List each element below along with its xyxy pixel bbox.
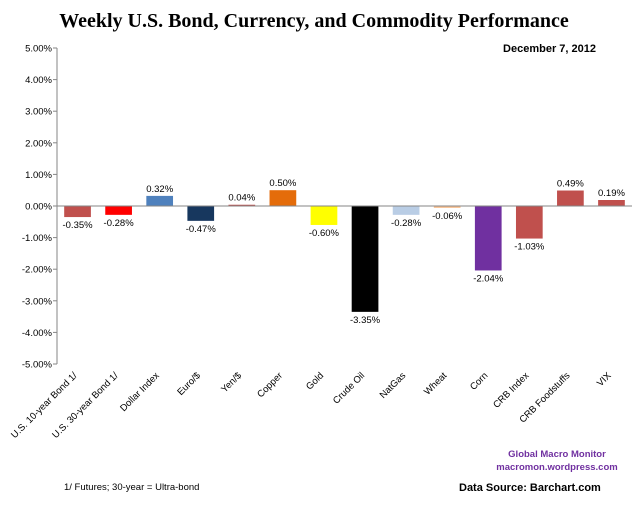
data-label: -0.28% [104, 218, 135, 229]
data-label: 0.50% [269, 178, 296, 189]
bar [187, 206, 215, 221]
y-tick-label: -3.00% [22, 296, 53, 307]
x-tick-label: NatGas [378, 370, 409, 401]
data-label: -0.47% [186, 224, 217, 235]
y-tick-label: -4.00% [22, 328, 53, 339]
chart-date: December 7, 2012 [503, 43, 596, 55]
data-label: -3.35% [350, 315, 381, 326]
plot-area: 5.00% 4.00% 3.00% 2.00% 1.00% 0.00% -1.00% -2.0… [9, 44, 632, 441]
bar [598, 200, 625, 206]
bar [392, 206, 420, 215]
footnote: 1/ Futures; 30-year = Ultra-bond [64, 482, 199, 493]
data-label: 0.04% [228, 193, 255, 204]
x-tick-label: CRB Index [491, 370, 531, 410]
x-tick-label: VIX [595, 370, 614, 389]
x-tick-label: Corn [468, 370, 490, 392]
bar [474, 206, 502, 271]
x-tick-label: Copper [255, 370, 285, 400]
x-tick-label: Wheat [422, 370, 449, 397]
credit-line-1: Global Macro Monitor [508, 449, 606, 460]
data-label: -1.03% [514, 242, 545, 253]
bar [105, 206, 132, 215]
data-label: -0.60% [309, 228, 340, 239]
y-tick-label: -5.00% [22, 360, 53, 371]
bar [515, 206, 543, 239]
x-tick-label: Yen/$ [219, 370, 244, 395]
data-label: 0.19% [598, 188, 625, 199]
data-label: -0.28% [391, 218, 422, 229]
data-label: 0.32% [146, 184, 173, 195]
y-tick-label: -1.00% [22, 233, 53, 244]
y-tick-label: 5.00% [25, 44, 52, 55]
y-tick-label: -2.00% [22, 265, 53, 276]
x-tick-label: Dollar Index [118, 370, 162, 414]
credit-line-2: macromon.wordpress.com [496, 462, 617, 473]
data-label: -2.04% [473, 273, 504, 284]
bar [557, 190, 584, 206]
data-label: -0.35% [62, 220, 93, 231]
y-tick-label: 2.00% [25, 138, 52, 149]
bar [310, 206, 338, 225]
bar [433, 206, 461, 208]
y-tick-label: 4.00% [25, 75, 52, 86]
bar [269, 190, 297, 206]
x-tick-label: Gold [304, 370, 326, 392]
bar [228, 204, 256, 206]
data-label: -0.06% [432, 211, 463, 222]
data-label: 0.49% [557, 179, 584, 190]
y-tick-label: 0.00% [25, 202, 52, 213]
x-tick-label: Crude Oil [331, 370, 367, 406]
chart-title: Weekly U.S. Bond, Currency, and Commodit… [59, 10, 569, 32]
y-tick-label: 1.00% [25, 170, 52, 181]
data-source: Data Source: Barchart.com [459, 482, 601, 494]
bar [351, 206, 379, 312]
x-tick-label: Euro/$ [175, 370, 203, 398]
y-tick-label: 3.00% [25, 107, 52, 118]
x-tick-label: U.S. 10-year Bond 1/ [9, 370, 80, 441]
bar [146, 195, 174, 206]
bar [64, 206, 91, 218]
